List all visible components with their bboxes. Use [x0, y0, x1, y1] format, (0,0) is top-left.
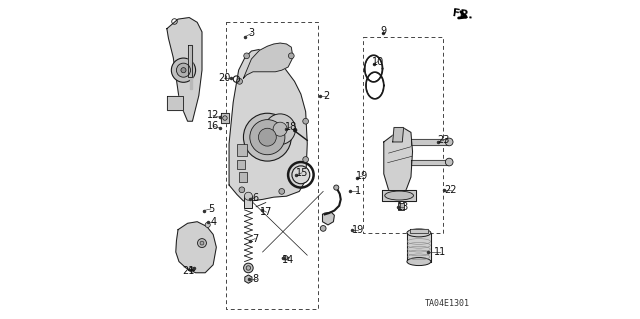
Circle shape	[200, 241, 204, 245]
Circle shape	[198, 239, 207, 248]
Polygon shape	[176, 222, 216, 273]
Bar	[237, 160, 245, 169]
Circle shape	[243, 113, 291, 161]
Ellipse shape	[407, 258, 431, 265]
Circle shape	[205, 222, 211, 227]
Circle shape	[244, 263, 253, 273]
Text: 11: 11	[433, 247, 445, 257]
Text: 19: 19	[356, 171, 369, 181]
Circle shape	[181, 68, 186, 73]
Text: 7: 7	[252, 234, 259, 244]
Text: 18: 18	[285, 122, 297, 132]
Circle shape	[273, 122, 287, 136]
Circle shape	[250, 120, 285, 155]
Ellipse shape	[407, 229, 431, 237]
Polygon shape	[323, 212, 334, 225]
Text: 5: 5	[208, 204, 214, 214]
Text: 3: 3	[248, 28, 255, 39]
Polygon shape	[407, 233, 431, 262]
Polygon shape	[167, 18, 202, 121]
Text: 15: 15	[296, 168, 308, 178]
Polygon shape	[244, 275, 252, 283]
Circle shape	[223, 116, 227, 120]
Bar	[244, 196, 252, 208]
Text: 21: 21	[182, 265, 195, 276]
Bar	[398, 203, 404, 210]
Circle shape	[244, 53, 250, 59]
Text: 10: 10	[372, 56, 384, 67]
Text: 20: 20	[218, 73, 230, 83]
Polygon shape	[411, 139, 447, 145]
Circle shape	[284, 256, 288, 260]
Bar	[239, 172, 246, 182]
Circle shape	[303, 157, 308, 162]
Text: 13: 13	[397, 202, 410, 212]
Polygon shape	[393, 128, 404, 142]
Text: 2: 2	[323, 91, 330, 101]
Text: 6: 6	[252, 193, 259, 203]
Text: 17: 17	[260, 207, 273, 217]
Circle shape	[289, 53, 294, 59]
Text: 19: 19	[351, 225, 364, 235]
Bar	[237, 144, 246, 156]
Circle shape	[172, 58, 196, 82]
Circle shape	[265, 114, 296, 145]
Text: 9: 9	[381, 26, 387, 36]
Circle shape	[189, 267, 195, 272]
Circle shape	[320, 226, 326, 231]
Text: 16: 16	[207, 121, 220, 131]
Circle shape	[244, 192, 252, 200]
Text: TA04E1301: TA04E1301	[425, 299, 470, 308]
Text: FR.: FR.	[451, 8, 473, 21]
Polygon shape	[188, 45, 193, 77]
Polygon shape	[190, 45, 192, 89]
Circle shape	[237, 78, 243, 84]
Text: 4: 4	[211, 217, 217, 227]
Circle shape	[279, 189, 285, 194]
Text: 1: 1	[355, 186, 361, 197]
Circle shape	[239, 187, 244, 193]
Ellipse shape	[385, 191, 413, 200]
Circle shape	[445, 138, 453, 146]
Text: 22: 22	[445, 185, 457, 195]
Polygon shape	[167, 96, 183, 110]
Text: 23: 23	[438, 135, 450, 145]
Polygon shape	[411, 160, 447, 165]
Circle shape	[246, 266, 251, 270]
Circle shape	[293, 128, 297, 132]
Polygon shape	[221, 113, 229, 123]
Circle shape	[445, 158, 453, 166]
Polygon shape	[243, 43, 293, 78]
Polygon shape	[384, 128, 413, 196]
Circle shape	[177, 63, 191, 77]
Circle shape	[303, 118, 308, 124]
Text: 12: 12	[207, 110, 220, 121]
Polygon shape	[229, 49, 307, 201]
Polygon shape	[382, 190, 416, 201]
Text: 14: 14	[282, 255, 294, 265]
Polygon shape	[410, 229, 428, 233]
Circle shape	[292, 166, 310, 184]
Circle shape	[333, 185, 339, 190]
Text: 8: 8	[253, 274, 259, 284]
Circle shape	[259, 128, 276, 146]
